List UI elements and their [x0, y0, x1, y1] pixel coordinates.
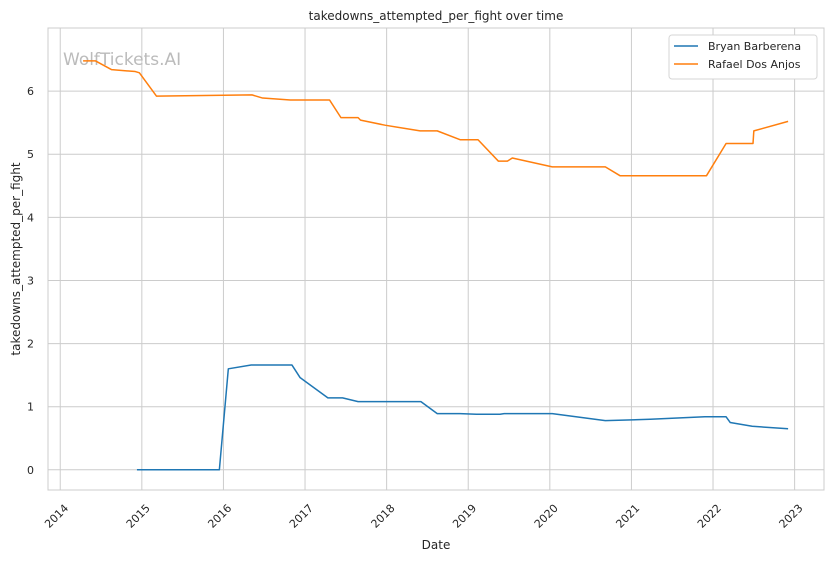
y-tick-label: 3	[27, 274, 34, 287]
y-tick-label: 4	[27, 211, 34, 224]
series-line-bryan-barberena	[136, 364, 789, 471]
x-tick-label: 2021	[613, 502, 642, 531]
series-lines	[83, 60, 789, 471]
x-ticks: 2014 2015 2016 2017 2018 2019 2020 2021 2022 2023	[42, 502, 805, 531]
x-tick-label: 2019	[450, 502, 479, 531]
series-line-rafael-dos-anjos	[83, 60, 789, 177]
x-tick-label: 2022	[695, 502, 724, 531]
x-axis-label: Date	[422, 538, 451, 552]
y-tick-label: 5	[27, 148, 34, 161]
legend: Bryan Barberena Rafael Dos Anjos	[668, 34, 818, 80]
x-tick-label: 2018	[369, 502, 398, 531]
legend-label-bryan-barberena: Bryan Barberena	[708, 40, 801, 53]
watermark: WolfTickets.AI	[63, 50, 181, 70]
x-tick-label: 2017	[287, 502, 316, 531]
legend-label-rafael-dos-anjos: Rafael Dos Anjos	[708, 58, 801, 71]
y-ticks: 0 1 2 3 4 5 6	[27, 85, 34, 477]
x-tick-label: 2015	[124, 502, 153, 531]
x-tick-label: 2020	[532, 502, 561, 531]
x-tick-label: 2023	[777, 502, 806, 531]
plot-area	[47, 27, 825, 491]
y-tick-label: 6	[27, 85, 34, 98]
x-tick-label: 2014	[42, 502, 71, 531]
legend-box	[668, 34, 818, 80]
y-tick-label: 2	[27, 338, 34, 351]
y-tick-label: 0	[27, 464, 34, 477]
chart-title: takedowns_attempted_per_fight over time	[309, 9, 564, 23]
y-axis-label: takedowns_attempted_per_fight	[9, 162, 23, 355]
y-tick-label: 1	[27, 401, 34, 414]
x-tick-label: 2016	[205, 502, 234, 531]
